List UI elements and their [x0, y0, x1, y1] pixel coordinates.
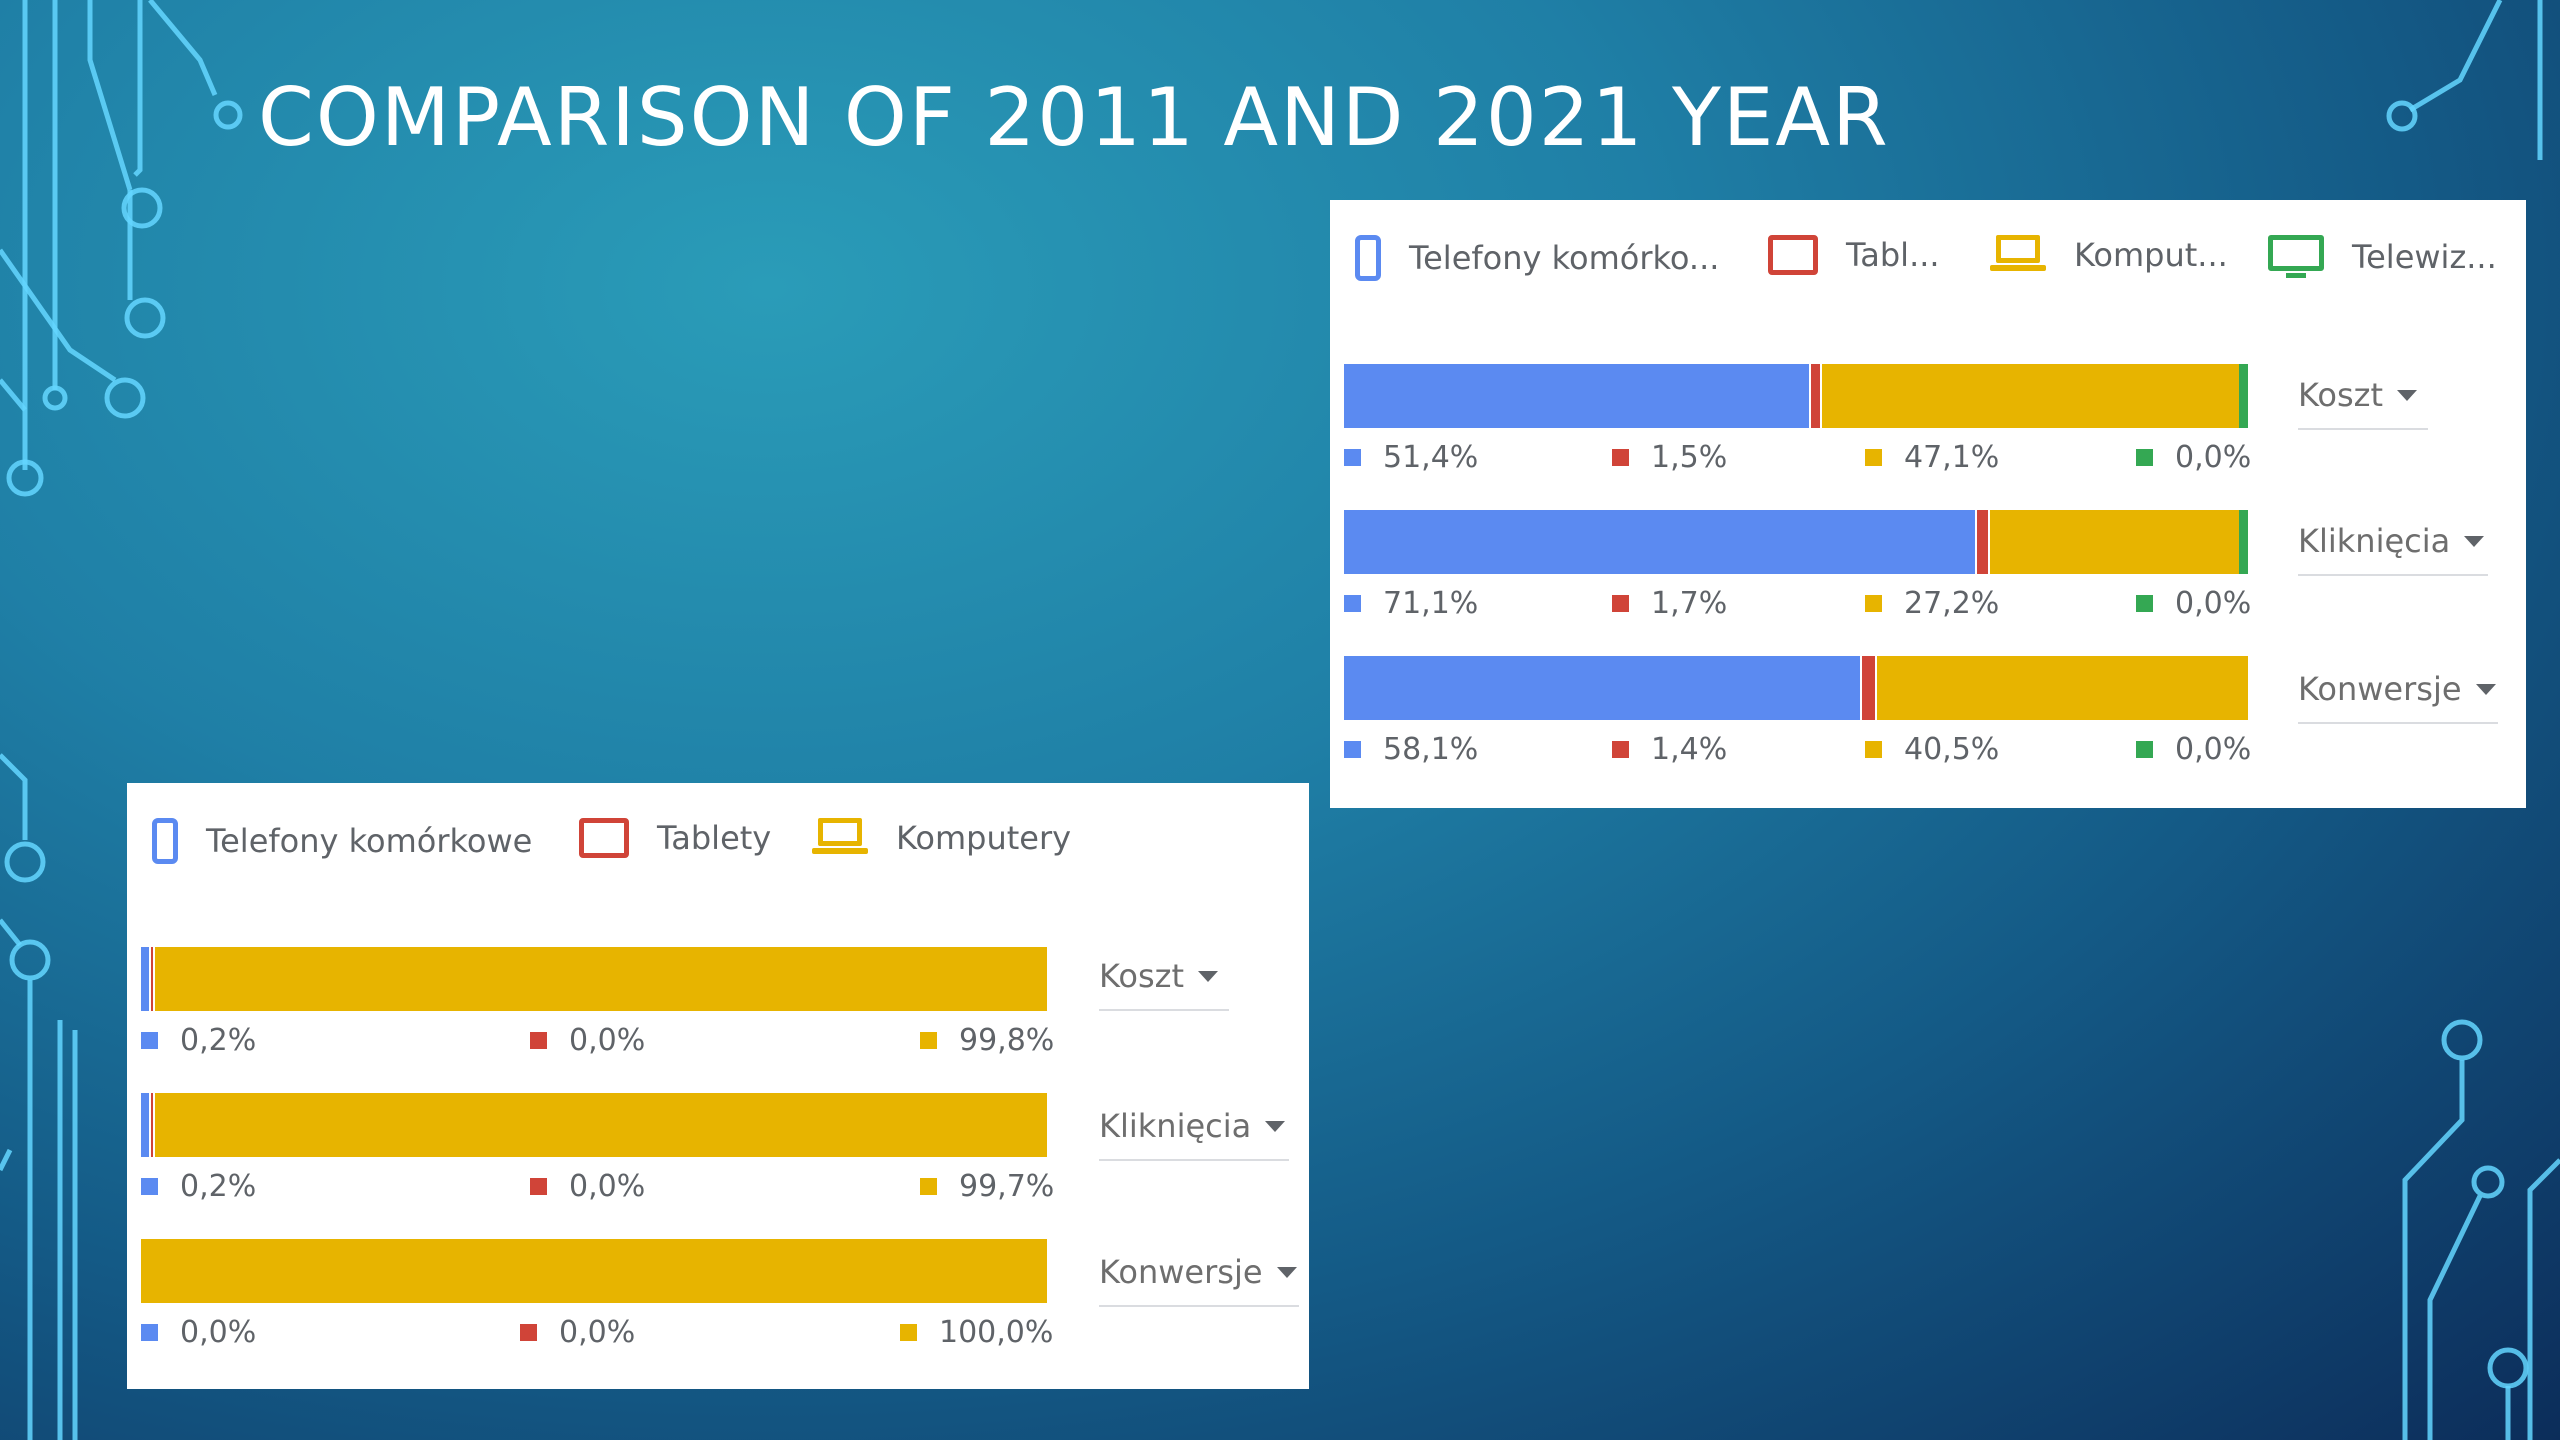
legend-label: Telefony komórko... [1409, 239, 1720, 277]
stacked-bar-koszt[interactable] [141, 947, 1047, 1011]
legend-item-tv[interactable]: Telewiz... [2268, 235, 2497, 279]
segment-tablet [1808, 364, 1823, 428]
legend-item-tablet[interactable]: Tabl... [1768, 235, 1940, 275]
tablet-icon [579, 818, 629, 858]
legend-label: Komputery [896, 819, 1072, 857]
value-computer: 100,0% [900, 1315, 1053, 1350]
caret-down-icon [1197, 970, 1218, 982]
phone-icon [1355, 235, 1381, 281]
caret-down-icon [2396, 389, 2417, 401]
tv-icon [2268, 235, 2324, 279]
segment-computer [154, 947, 1047, 1011]
legend-label: Komput... [2074, 236, 2228, 274]
value-tv: 0,0% [2136, 732, 2251, 767]
tablet-icon [1768, 235, 1818, 275]
metric-dropdown-klikniecia[interactable]: Kliknięcia [2298, 522, 2488, 576]
value-tv: 0,0% [2136, 440, 2251, 475]
legend-item-mobile[interactable]: Telefony komórkowe [152, 818, 532, 864]
value-tablet: 1,5% [1612, 440, 1727, 475]
laptop-icon [1990, 235, 2046, 275]
laptop-icon [812, 818, 868, 858]
segment-computer [1877, 656, 2248, 720]
value-mobile: 51,4% [1344, 440, 1478, 475]
legend: Telefony komórkowe Tablety Komputery [127, 783, 1309, 903]
segment-tablet [1974, 510, 1991, 574]
metric-dropdown-koszt[interactable]: Koszt [2298, 376, 2428, 430]
segment-mobile [1344, 510, 1975, 574]
caret-down-icon [2475, 683, 2496, 695]
value-tablet: 1,7% [1612, 586, 1727, 621]
metric-dropdown-konwersje[interactable]: Konwersje [1099, 1253, 1299, 1307]
segment-computer [1990, 510, 2239, 574]
value-computer: 99,7% [920, 1169, 1054, 1204]
caret-down-icon [1276, 1266, 1297, 1278]
value-computer: 99,8% [920, 1023, 1054, 1058]
caret-down-icon [1265, 1120, 1286, 1132]
legend-label: Telewiz... [2352, 238, 2497, 276]
device-breakdown-panel-2011: Telefony komórkowe Tablety Komputery 0,2… [127, 783, 1309, 1389]
segment-tablet [1860, 656, 1878, 720]
value-tablet: 0,0% [520, 1315, 635, 1350]
stacked-bar-klikniecia[interactable] [1344, 510, 2248, 574]
legend: Telefony komórko... Tabl... Komput... Te… [1330, 200, 2526, 320]
value-mobile: 71,1% [1344, 586, 1478, 621]
phone-icon [152, 818, 178, 864]
segment-mobile [141, 947, 150, 1011]
segment-tv [2238, 510, 2248, 574]
value-tv: 0,0% [2136, 586, 2251, 621]
legend-label: Tabl... [1846, 236, 1940, 274]
segment-mobile [1344, 364, 1809, 428]
stacked-bar-konwersje[interactable] [141, 1239, 1047, 1303]
stacked-bar-koszt[interactable] [1344, 364, 2248, 428]
legend-item-tablet[interactable]: Tablety [579, 818, 771, 858]
device-breakdown-panel-2021: Telefony komórko... Tabl... Komput... Te… [1330, 200, 2526, 808]
metric-dropdown-klikniecia[interactable]: Kliknięcia [1099, 1107, 1289, 1161]
segment-mobile [1344, 656, 1861, 720]
metric-dropdown-koszt[interactable]: Koszt [1099, 957, 1229, 1011]
legend-item-mobile[interactable]: Telefony komórko... [1355, 235, 1719, 281]
value-computer: 40,5% [1865, 732, 1999, 767]
stacked-bar-klikniecia[interactable] [141, 1093, 1047, 1157]
segment-computer [154, 1093, 1047, 1157]
caret-down-icon [2464, 535, 2485, 547]
value-mobile: 0,2% [141, 1169, 256, 1204]
metric-dropdown-konwersje[interactable]: Konwersje [2298, 670, 2498, 724]
segment-tablet [149, 1093, 155, 1157]
segment-computer [1822, 364, 2239, 428]
value-mobile: 0,2% [141, 1023, 256, 1058]
value-tablet: 0,0% [530, 1169, 645, 1204]
value-computer: 47,1% [1865, 440, 1999, 475]
segment-computer [141, 1239, 1047, 1303]
stacked-bar-konwersje[interactable] [1344, 656, 2248, 720]
segment-tablet [149, 947, 155, 1011]
value-tablet: 0,0% [530, 1023, 645, 1058]
legend-label: Telefony komórkowe [206, 822, 533, 860]
value-tablet: 1,4% [1612, 732, 1727, 767]
value-computer: 27,2% [1865, 586, 1999, 621]
segment-tv [2238, 364, 2248, 428]
value-mobile: 0,0% [141, 1315, 256, 1350]
slide-title: COMPARISON OF 2011 AND 2021 YEAR [258, 71, 1890, 164]
legend-item-computer[interactable]: Komput... [1990, 235, 2228, 275]
legend-item-computer[interactable]: Komputery [812, 818, 1071, 858]
value-mobile: 58,1% [1344, 732, 1478, 767]
segment-mobile [141, 1093, 150, 1157]
legend-label: Tablety [657, 819, 772, 857]
